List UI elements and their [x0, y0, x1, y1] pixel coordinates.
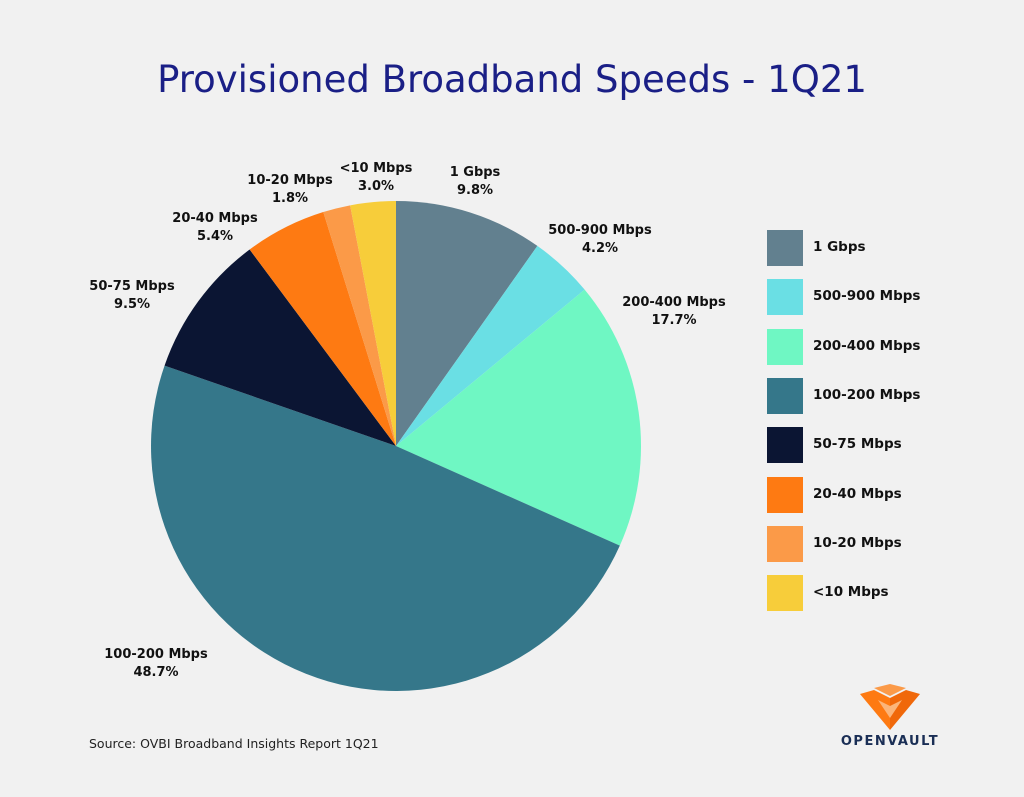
slice-value-6: 1.8% [272, 191, 308, 206]
slice-value-2: 17.7% [651, 313, 696, 328]
pie-slice-0 [396, 201, 538, 446]
slice-value-7: 3.0% [358, 179, 394, 194]
slice-label-7: <10 Mbps [340, 161, 413, 176]
source-note: Source: OVBI Broadband Insights Report 1… [89, 736, 379, 751]
legend-swatch [767, 230, 803, 266]
legend-label: 500-900 Mbps [813, 288, 921, 305]
pie-slice-1 [396, 245, 585, 446]
pie-slice-5 [249, 212, 396, 446]
slice-value-3: 48.7% [133, 665, 178, 680]
legend-label: 20-40 Mbps [813, 485, 902, 502]
slice-label-0: 1 Gbps [450, 165, 501, 180]
legend-item-0: 1 Gbps [767, 230, 1007, 266]
legend-item-3: 100-200 Mbps [767, 377, 1007, 414]
legend-swatch [767, 328, 803, 365]
chart-title: Provisioned Broadband Speeds - 1Q21 [157, 58, 867, 101]
legend-item-2: 200-400 Mbps [767, 328, 1007, 365]
slice-label-5: 20-40 Mbps [172, 211, 258, 226]
legend-label: 1 Gbps [813, 239, 866, 255]
legend-label: 10-20 Mbps [813, 534, 902, 551]
legend-item-1: 500-900 Mbps [767, 279, 1007, 316]
pie-slice-7 [350, 201, 396, 446]
slice-value-0: 9.8% [457, 183, 493, 198]
legend-item-6: 10-20 Mbps [767, 525, 1007, 562]
pie-slice-3 [151, 365, 620, 691]
pie-slice-6 [323, 205, 396, 446]
logo-text: OpenVault [830, 734, 950, 749]
slice-value-1: 4.2% [582, 241, 618, 256]
slice-value-4: 9.5% [114, 297, 150, 312]
legend-swatch [767, 377, 803, 414]
slice-value-5: 5.4% [197, 229, 233, 244]
legend-item-7: <10 Mbps [767, 575, 1007, 612]
legend-swatch [767, 476, 803, 513]
legend-swatch [767, 427, 803, 464]
legend-label: <10 Mbps [813, 584, 889, 601]
legend-label: 50-75 Mbps [813, 436, 902, 453]
legend-item-4: 50-75 Mbps [767, 427, 1007, 464]
slice-label-1: 500-900 Mbps [548, 223, 652, 238]
legend-swatch [767, 575, 803, 612]
slice-label-3: 100-200 Mbps [104, 647, 208, 662]
legend-item-5: 20-40 Mbps [767, 476, 1007, 513]
openvault-logo-icon [860, 684, 920, 730]
logo-text-value: OpenVault [840, 734, 940, 749]
legend-swatch [767, 525, 803, 562]
openvault-logo: OpenVault [830, 684, 950, 754]
slice-label-6: 10-20 Mbps [247, 173, 333, 188]
pie-slice-4 [164, 249, 396, 446]
legend-label: 200-400 Mbps [813, 337, 921, 354]
legend-label: 100-200 Mbps [813, 386, 921, 403]
slice-label-4: 50-75 Mbps [89, 279, 175, 294]
slice-label-2: 200-400 Mbps [622, 295, 726, 310]
legend-swatch [767, 279, 803, 316]
pie-slice-2 [396, 289, 641, 546]
